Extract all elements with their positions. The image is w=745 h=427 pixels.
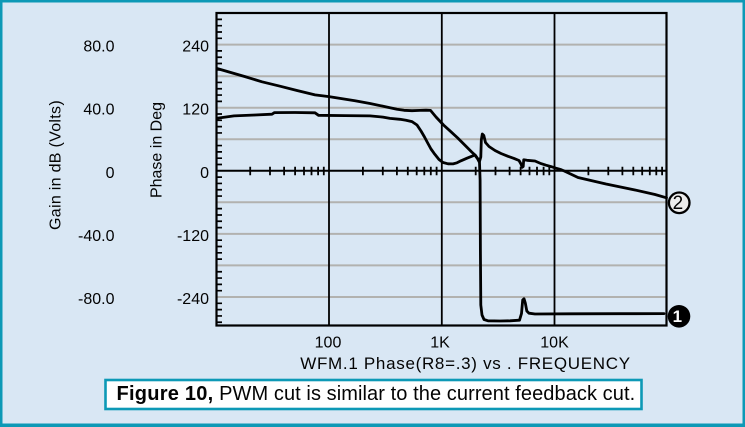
svg-text:2: 2: [673, 193, 684, 214]
svg-text:-120: -120: [177, 228, 209, 245]
svg-text:1K: 1K: [430, 334, 450, 351]
svg-text:Gain in dB (Volts): Gain in dB (Volts): [48, 100, 65, 230]
svg-text:-40.0: -40.0: [78, 228, 115, 245]
svg-text:100: 100: [315, 334, 342, 351]
svg-text:WFM.1 Phase(R8=.3) vs . FREQUE: WFM.1 Phase(R8=.3) vs . FREQUENCY: [300, 354, 631, 373]
svg-text:240: 240: [182, 39, 209, 56]
svg-text:Figure 10, PWM cut is similar: Figure 10, PWM cut is similar to the cur…: [117, 383, 636, 405]
svg-text:10K: 10K: [540, 334, 569, 351]
svg-text:0: 0: [106, 165, 115, 182]
svg-text:-80.0: -80.0: [78, 291, 115, 308]
svg-text:40.0: 40.0: [83, 102, 114, 119]
svg-text:120: 120: [182, 102, 209, 119]
svg-text:-240: -240: [177, 291, 209, 308]
svg-text:Phase in Deg: Phase in Deg: [149, 102, 166, 198]
svg-text:1: 1: [673, 307, 682, 326]
svg-text:80.0: 80.0: [83, 39, 114, 56]
svg-text:0: 0: [200, 165, 209, 182]
